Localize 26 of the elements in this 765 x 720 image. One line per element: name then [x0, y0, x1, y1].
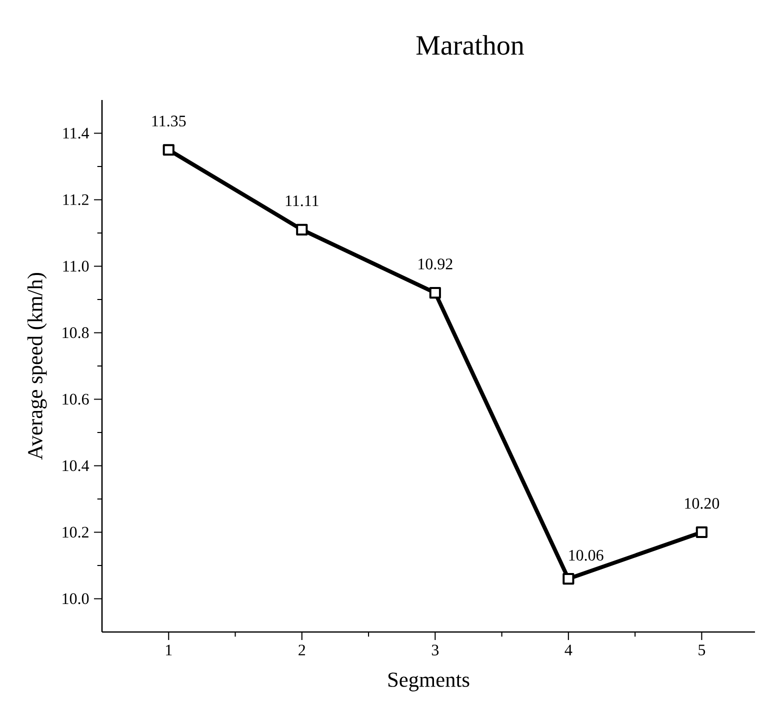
- point: [296, 224, 308, 236]
- x-tick-label: 2: [298, 644, 306, 656]
- x-tick-label: 1: [166, 644, 172, 656]
- y-tick-label: 11.2: [63, 194, 88, 206]
- x-tick-label: 4: [564, 644, 572, 656]
- y-tick-label: 10.0: [62, 593, 89, 604]
- point: [162, 144, 174, 156]
- point: [696, 526, 708, 538]
- data-label: 10.06: [569, 550, 604, 561]
- y-tick-label: 11.4: [63, 128, 90, 139]
- data-label: 11.35: [152, 116, 186, 126]
- y-tick-label: 10.2: [62, 526, 88, 538]
- point: [562, 572, 574, 585]
- y-tick-label: 10.4: [62, 460, 90, 472]
- data-label: 10.20: [685, 498, 720, 509]
- x-tick-label: 5: [698, 644, 706, 656]
- y-tick-label: 10.8: [62, 327, 89, 338]
- data-label: 10.92: [418, 258, 452, 270]
- y-axis-title: Average speed (km/h): [27, 272, 47, 460]
- x-tick-label: 3: [432, 644, 439, 656]
- point: [429, 287, 441, 299]
- data-label: 11.11: [286, 196, 318, 206]
- y-tick-label: 11.0: [63, 260, 89, 272]
- y-tick-label: 10.6: [62, 394, 89, 405]
- chart-title: Marathon: [416, 35, 524, 55]
- x-axis-title: Segments: [388, 672, 470, 692]
